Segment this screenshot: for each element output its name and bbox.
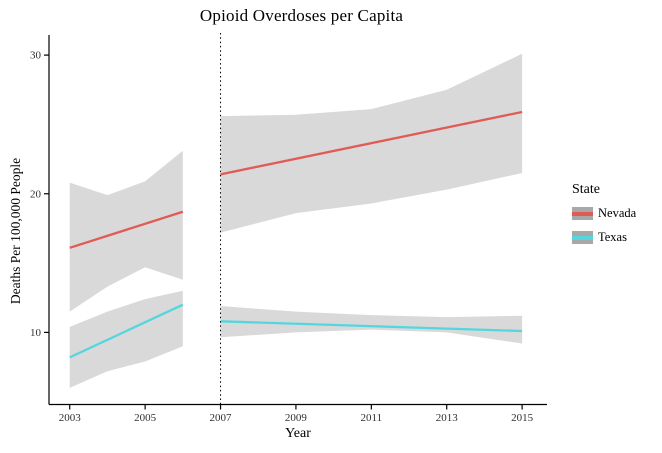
nevada-line-swatch-icon xyxy=(572,211,593,216)
texas-line-swatch-icon xyxy=(572,235,593,240)
ci-band-texas-0 xyxy=(69,290,183,388)
x-tick-label-2011: 2011 xyxy=(361,412,383,424)
legend-key-nevada xyxy=(572,207,593,220)
x-tick-label-2013: 2013 xyxy=(436,412,459,424)
ci-band-nevada-0 xyxy=(69,150,183,312)
x-tick-label-2009: 2009 xyxy=(285,412,308,424)
legend-title: State xyxy=(572,182,600,197)
legend-label-texas: Texas xyxy=(598,230,627,244)
x-axis-label: Year xyxy=(285,426,311,441)
y-tick-label-30: 30 xyxy=(30,50,42,62)
legend-key-texas xyxy=(572,231,593,244)
trend-line-texas-0 xyxy=(69,303,184,359)
ci-band-texas-1 xyxy=(220,306,523,344)
legend-item-nevada: Nevada xyxy=(572,207,636,220)
x-tick-label-2003: 2003 xyxy=(59,412,82,424)
x-tick-label-2015: 2015 xyxy=(511,412,534,424)
x-tick-label-2007: 2007 xyxy=(210,412,233,424)
y-tick-label-10: 10 xyxy=(30,327,42,339)
y-tick-label-20: 20 xyxy=(30,188,42,200)
legend: State Nevada Texas xyxy=(572,182,636,255)
x-tick-label-2005: 2005 xyxy=(134,412,157,424)
trend-line-texas-1 xyxy=(220,320,523,333)
legend-item-texas: Texas xyxy=(572,231,636,244)
legend-label-nevada: Nevada xyxy=(598,206,637,220)
trend-line-nevada-0 xyxy=(69,210,184,249)
trend-line-nevada-1 xyxy=(220,110,523,176)
chart-title: Opioid Overdoses per Capita xyxy=(199,6,404,25)
